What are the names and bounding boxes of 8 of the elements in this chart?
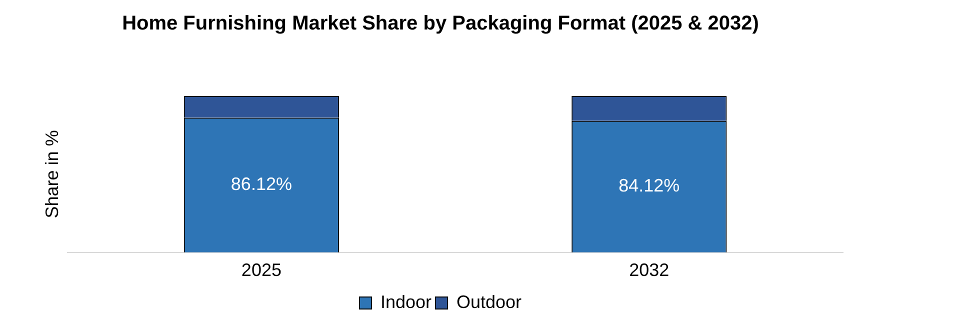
x-tick-label: 2032 [629,260,670,280]
legend-label: Indoor [380,292,432,312]
legend-label: Outdoor [456,292,522,312]
data-label: 84.12% [618,176,680,196]
x-tick-label: 2025 [241,260,282,280]
data-label: 86.12% [230,174,292,194]
y-axis-title: Share in % [42,130,62,218]
chart-title: Home Furnishing Market Share by Packaging Format (2025 & 2032) [122,12,759,35]
